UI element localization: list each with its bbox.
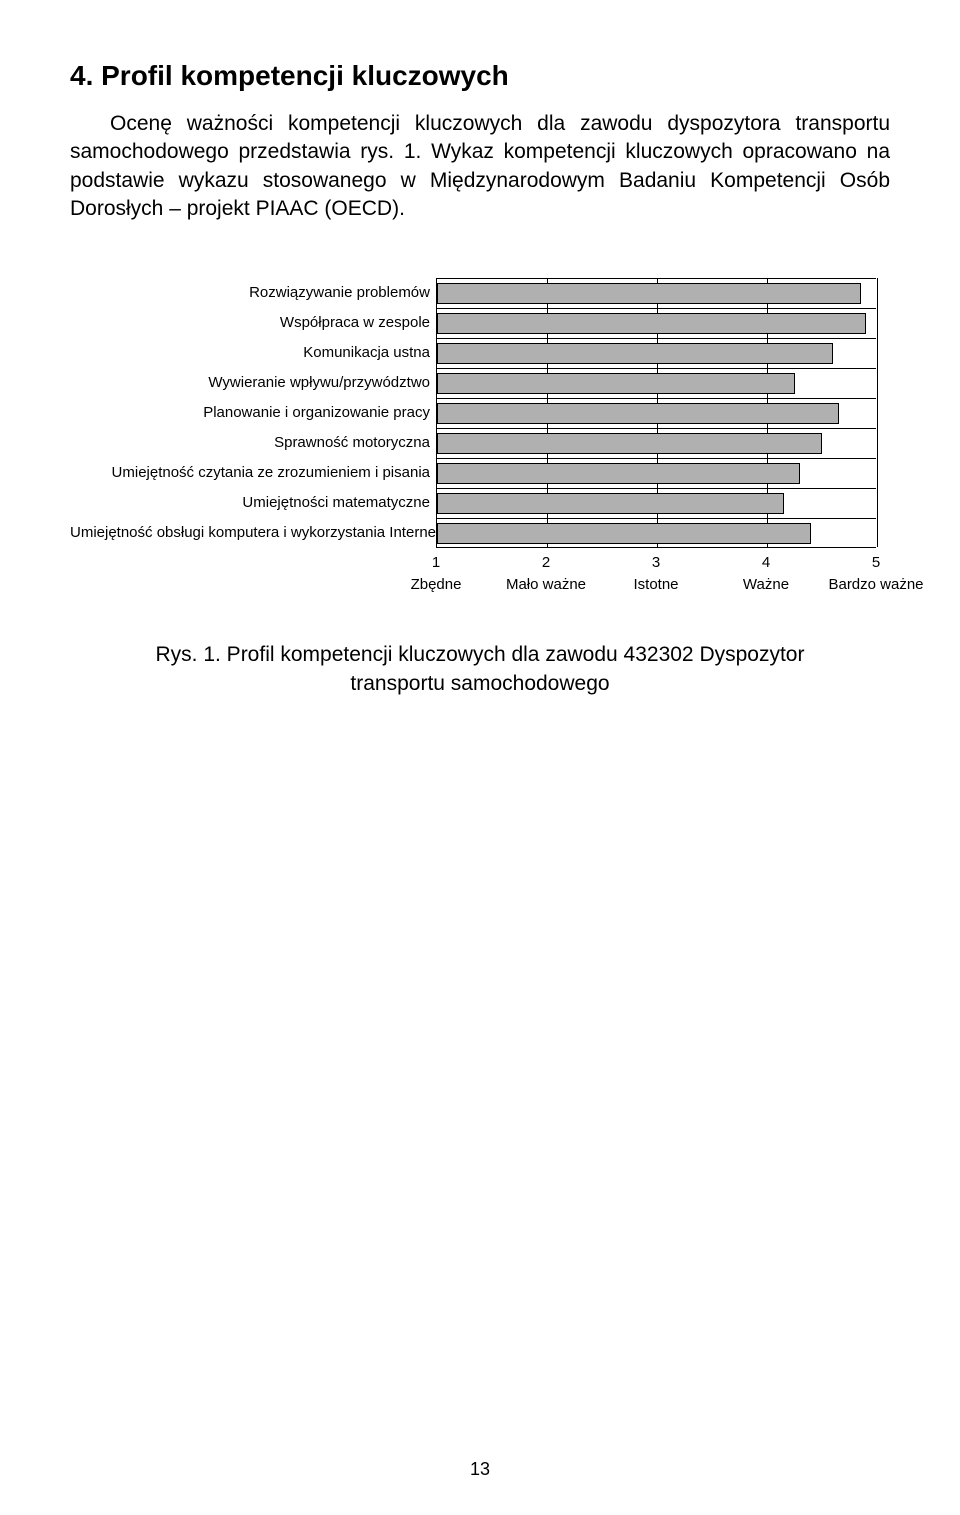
chart-bar-row <box>437 338 876 368</box>
chart-bar-row <box>437 428 876 458</box>
chart-bar <box>437 463 800 484</box>
intro-paragraph: Ocenę ważności kompetencji kluczowych dl… <box>70 110 890 223</box>
chart-x-tick-label: Mało ważne <box>491 576 601 593</box>
chart-category-label: Rozwiązywanie problemów <box>70 278 430 308</box>
chart-x-tick-label: Istotne <box>601 576 711 593</box>
chart-category-label: Umiejętność czytania ze zrozumieniem i p… <box>70 458 430 488</box>
chart-bar-row <box>437 488 876 518</box>
chart-bar <box>437 493 784 514</box>
chart-plot-column: 12345 ZbędneMało ważneIstotneWażneBardzo… <box>436 278 876 596</box>
chart-x-tick-number: 1 <box>416 554 456 571</box>
chart-bar-row <box>437 278 876 308</box>
chart-bar <box>437 403 839 424</box>
chart-x-tick-number: 4 <box>746 554 786 571</box>
chart-category-label: Umiejętności matematyczne <box>70 488 430 518</box>
figure-caption: Rys. 1. Profil kompetencji kluczowych dl… <box>70 641 890 698</box>
chart-category-label: Sprawność motoryczna <box>70 428 430 458</box>
caption-line-1: Rys. 1. Profil kompetencji kluczowych dl… <box>156 643 805 666</box>
chart-x-tick-label: Bardzo ważne <box>821 576 931 593</box>
section-heading: 4. Profil kompetencji kluczowych <box>70 60 890 92</box>
page-number: 13 <box>0 1459 960 1480</box>
chart-category-label: Wywieranie wpływu/przywództwo <box>70 368 430 398</box>
chart-bar-row <box>437 398 876 428</box>
intro-text: Ocenę ważności kompetencji kluczowych dl… <box>70 110 890 223</box>
chart-bar-row <box>437 458 876 488</box>
chart-bar <box>437 313 866 334</box>
chart-bar-row <box>437 518 876 548</box>
chart-x-tick-label: Ważne <box>711 576 821 593</box>
chart-bar <box>437 283 861 304</box>
caption-line-2: transportu samochodowego <box>350 672 609 695</box>
chart-category-label: Współpraca w zespole <box>70 308 430 338</box>
chart-x-tick-label: Zbędne <box>381 576 491 593</box>
competency-chart: Rozwiązywanie problemówWspółpraca w zesp… <box>70 278 890 596</box>
chart-bar <box>437 523 811 544</box>
chart-category-label: Planowanie i organizowanie pracy <box>70 398 430 428</box>
chart-bar <box>437 433 822 454</box>
chart-x-tick-number: 5 <box>856 554 896 571</box>
chart-gridline <box>877 278 878 547</box>
chart-y-labels: Rozwiązywanie problemówWspółpraca w zesp… <box>70 278 436 548</box>
chart-plot-area <box>436 278 876 548</box>
chart-x-tick-number: 2 <box>526 554 566 571</box>
chart-bar <box>437 343 833 364</box>
chart-x-tick-labels: ZbędneMało ważneIstotneWażneBardzo ważne <box>436 576 876 596</box>
chart-category-label: Komunikacja ustna <box>70 338 430 368</box>
chart-bar <box>437 373 795 394</box>
chart-bar-row <box>437 308 876 338</box>
chart-x-tick-numbers: 12345 <box>436 554 876 574</box>
chart-bar-row <box>437 368 876 398</box>
chart-x-tick-number: 3 <box>636 554 676 571</box>
chart-category-label: Umiejętność obsługi komputera i wykorzys… <box>70 518 430 548</box>
